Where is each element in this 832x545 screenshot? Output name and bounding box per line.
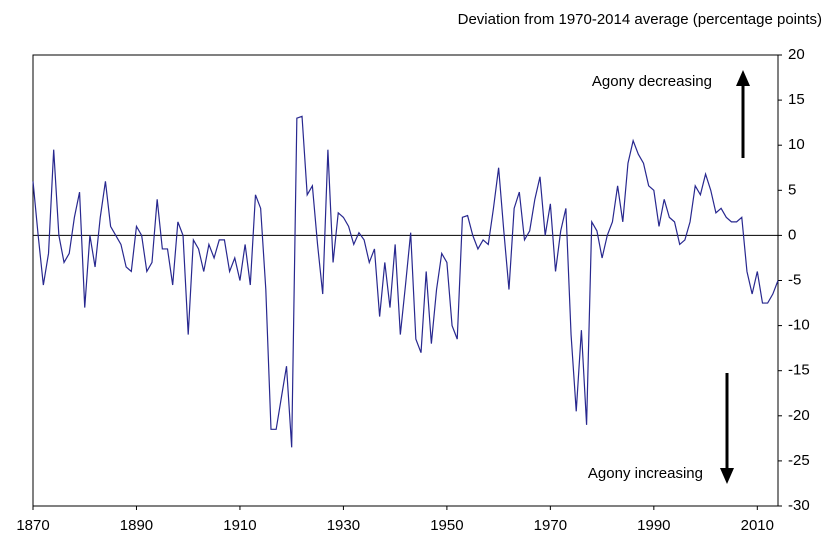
arrow-down [720,373,734,484]
y-tick-label: 15 [788,91,805,108]
arrow-up [736,70,750,158]
y-tick-label: -30 [788,497,810,514]
x-tick-label: 1990 [637,517,670,534]
y-tick-label: 5 [788,181,796,198]
x-tick-label: 1930 [327,517,360,534]
y-tick-label: -10 [788,317,810,334]
y-tick-label: 0 [788,226,796,243]
y-tick-label: 10 [788,136,805,153]
x-tick-label: 1870 [16,517,49,534]
annotation: Agony decreasing [592,73,712,90]
annotation: Agony increasing [588,465,703,482]
chart-subtitle: Deviation from 1970-2014 average (percen… [458,11,822,28]
y-tick-label: -5 [788,271,801,288]
data-line [32,115,779,448]
y-tick-label: -25 [788,452,810,469]
x-tick-label: 1950 [430,517,463,534]
x-tick-label: 1890 [120,517,153,534]
x-tick-label: 2010 [741,517,774,534]
y-tick-label: -15 [788,362,810,379]
y-tick-label: -20 [788,407,810,424]
x-tick-label: 1970 [534,517,567,534]
y-tick-label: 20 [788,46,805,63]
x-tick-label: 1910 [223,517,256,534]
